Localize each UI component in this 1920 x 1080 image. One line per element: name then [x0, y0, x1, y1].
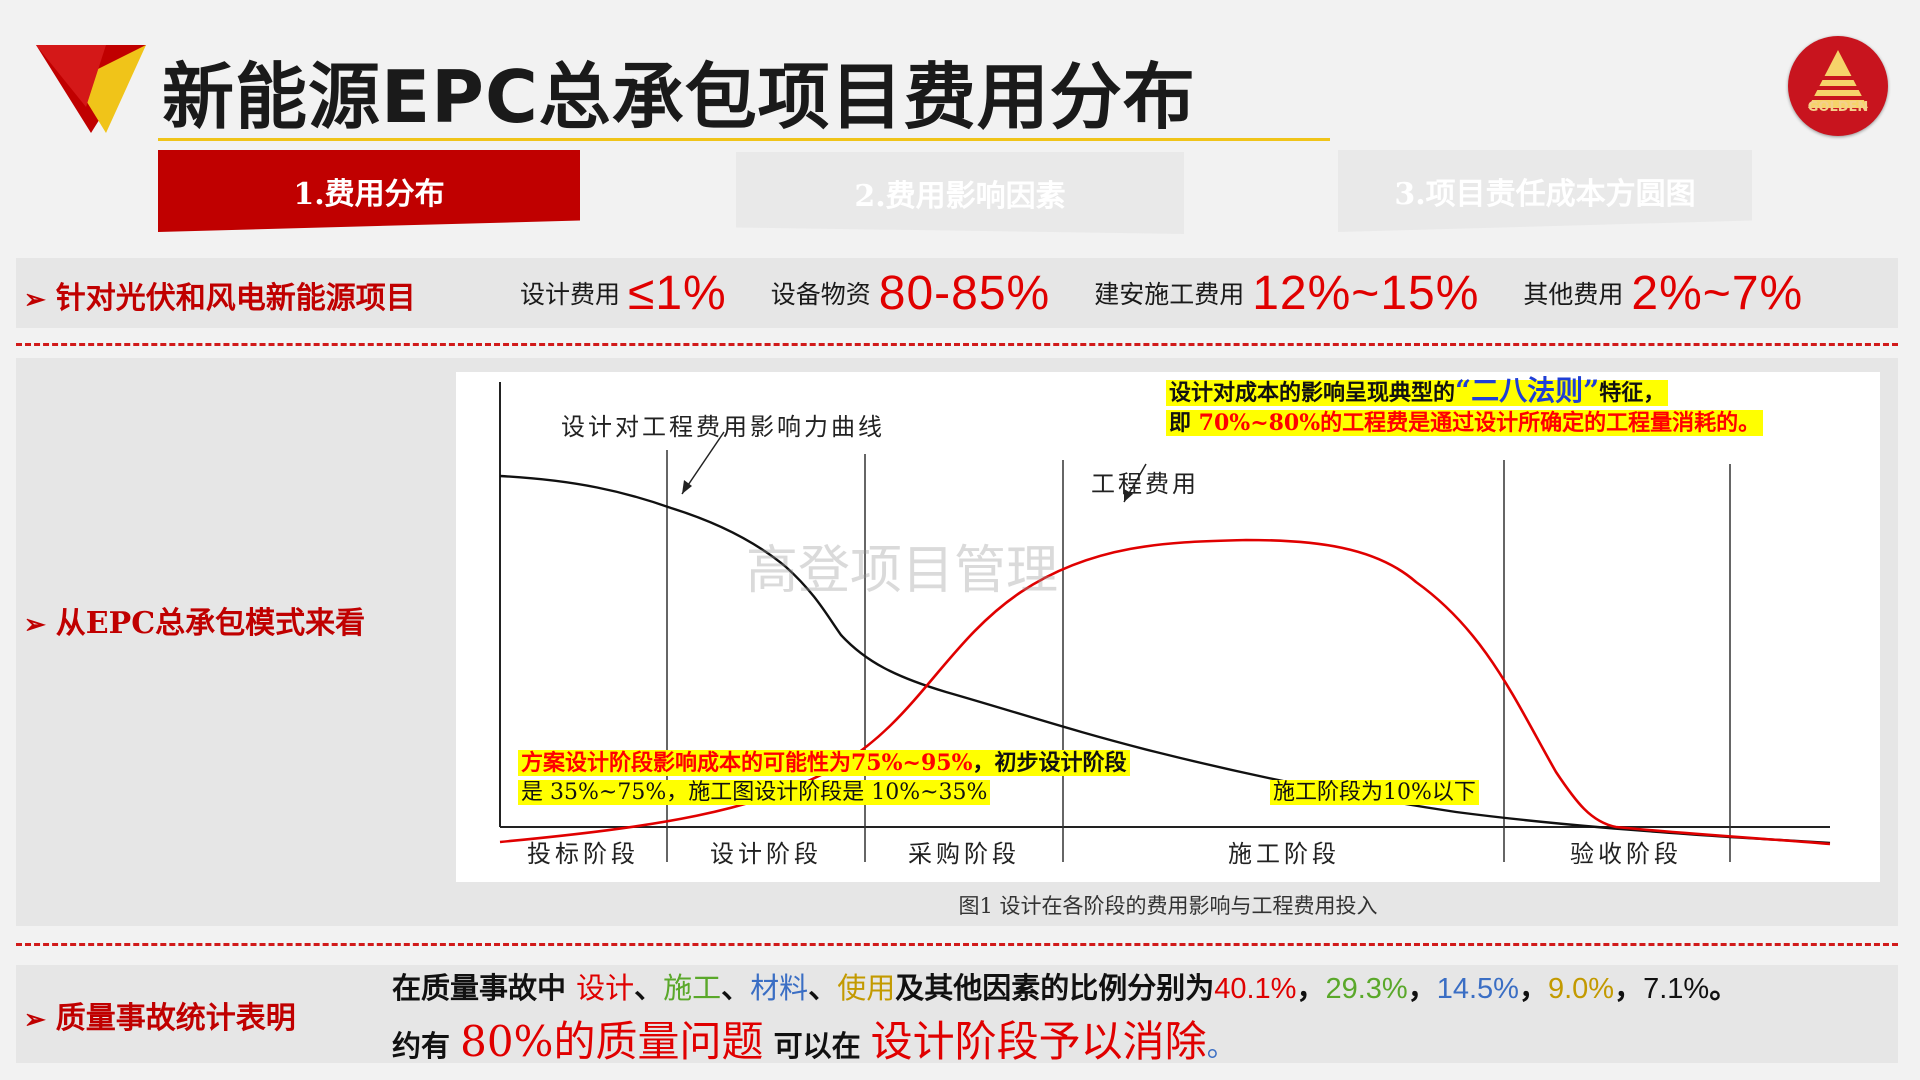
construction-stage-note: 施工阶段为10%以下	[1270, 778, 1479, 808]
arrow-head-icon	[1124, 489, 1133, 502]
stat-value: 2%~7%	[1631, 266, 1804, 320]
stat-label: 设计费用	[520, 280, 621, 309]
title-underline	[158, 138, 1330, 141]
divider	[16, 343, 1898, 346]
tab-label: 1.费用分布	[293, 177, 445, 212]
arrow-head-icon	[682, 480, 692, 494]
logo-text: GOLDEN	[1807, 100, 1869, 115]
stat-value: ≤1%	[628, 266, 727, 320]
arrow-bullet-icon: ➢	[24, 1005, 46, 1035]
stat-label: 建安施工费用	[1094, 280, 1245, 309]
design-curve-pointer	[681, 431, 725, 495]
design-curve-label: 设计对工程费用影响力曲线	[561, 413, 885, 441]
tab-responsibility-cost[interactable]: 3.项目责任成本方圆图	[1338, 150, 1752, 232]
golden-logo-icon	[1788, 36, 1888, 136]
design-stage-note: 方案设计阶段影响成本的可能性为75%~95%，初步设计阶段 是 35%~75%，…	[518, 748, 1130, 808]
brand-logo-icon	[36, 45, 146, 133]
arrow-bullet-icon: ➢	[24, 610, 46, 640]
phase-label: 投标阶段	[527, 840, 639, 868]
pareto-note: 设计对成本的影响呈现典型的“二八法则”特征， 即 70%~80%的工程费是通过设…	[1166, 376, 1764, 438]
phase-label: 采购阶段	[908, 840, 1020, 868]
stat-value: 12%~15%	[1252, 266, 1480, 320]
section-quality-band	[16, 965, 1898, 1063]
cost-stats: 设计费用 ≤1% 设备物资 80-85% 建安施工费用 12%~15% 其他费用…	[520, 262, 1847, 324]
figure-caption: 图1 设计在各阶段的费用影响与工程费用投入	[958, 894, 1378, 918]
phase-label: 设计阶段	[710, 840, 822, 868]
quality-conclusion-line: 约有 80%的质量问题 可以在 设计阶段予以消除。	[392, 1017, 1236, 1066]
section-quality-label: ➢ 质量事故统计表明	[24, 1001, 296, 1036]
page-title: 新能源EPC总承包项目费用分布	[162, 55, 1196, 139]
stat-label: 设备物资	[770, 280, 871, 309]
section-new-energy-band	[16, 258, 1898, 328]
cost-curve-label: 工程费用	[1091, 470, 1199, 498]
stat-value: 80-85%	[878, 266, 1051, 320]
arrow-bullet-icon: ➢	[24, 285, 46, 315]
tab-cost-distribution[interactable]: 1.费用分布	[158, 150, 580, 232]
section-epc-label: ➢ 从EPC总承包模式来看	[24, 606, 366, 641]
cost-influence-diagram: 设计对工程费用影响力曲线 工程费用 投标阶段 设计阶段 采购阶段 施工阶段 验收…	[499, 382, 1831, 868]
watermark: 高登项目管理	[746, 541, 1059, 601]
quality-stats-line: 在质量事故中 设计、施工、材料、使用及其他因素的比例分别为40.1%，29.3%…	[392, 971, 1739, 1005]
tab-label: 2.费用影响因素	[854, 179, 1066, 214]
design-influence-curve	[499, 474, 1831, 845]
tab-label: 3.项目责任成本方圆图	[1394, 177, 1696, 212]
section-new-energy-label: ➢ 针对光伏和风电新能源项目	[24, 281, 416, 316]
phase-label: 验收阶段	[1570, 840, 1682, 868]
tab-cost-factors[interactable]: 2.费用影响因素	[736, 152, 1184, 234]
phase-label: 施工阶段	[1228, 840, 1340, 868]
divider	[16, 943, 1898, 946]
stat-label: 其他费用	[1523, 280, 1624, 309]
